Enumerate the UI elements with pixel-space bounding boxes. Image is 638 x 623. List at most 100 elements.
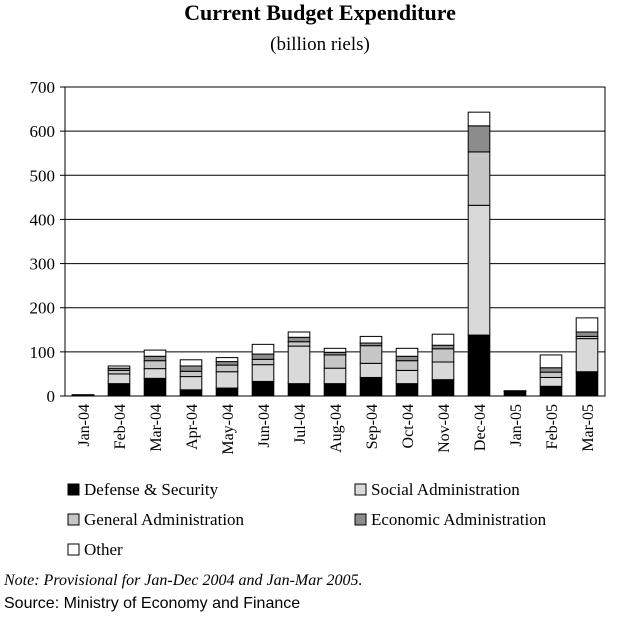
legend-swatch [355, 514, 366, 525]
bar-segment [252, 344, 274, 354]
note: Note: Provisional for Jan-Dec 2004 and J… [3, 572, 362, 589]
bar-segment [540, 377, 562, 386]
bar-segment [576, 339, 598, 372]
bar-segment [216, 388, 238, 396]
x-tick-label: Mar-05 [580, 404, 597, 452]
x-tick-label: Sep-04 [364, 404, 381, 449]
bar-segment [396, 356, 418, 360]
bar-segment [252, 365, 274, 382]
bar-segment [360, 346, 382, 364]
bar-segment [396, 348, 418, 356]
bar-segment [576, 332, 598, 336]
y-tick-label: 100 [30, 343, 56, 362]
legend-label: Social Administration [371, 480, 520, 499]
bar-segment [396, 384, 418, 396]
legend-swatch [68, 514, 79, 525]
bar-segment [108, 370, 130, 374]
bar-segment [576, 318, 598, 332]
bar-segment [216, 372, 238, 388]
bar-segment [180, 371, 202, 376]
bar-segment [468, 205, 490, 335]
bar-segment [396, 370, 418, 383]
y-tick-label: 600 [30, 122, 56, 141]
bar-segment [252, 354, 274, 359]
legend-swatch [355, 484, 366, 495]
legend-label: Other [84, 540, 123, 559]
x-tick-label: Jan-05 [508, 404, 525, 447]
bar-segment [468, 112, 490, 126]
x-tick-label: Nov-04 [436, 404, 453, 453]
bar-segment [540, 368, 562, 372]
x-tick-label: Jan-04 [76, 404, 93, 447]
bar-segment [288, 384, 310, 396]
bar-segment [432, 334, 454, 345]
bar-segment [360, 336, 382, 343]
bar-segment [324, 384, 346, 396]
bar-segment [108, 384, 130, 396]
x-tick-label: Dec-04 [472, 404, 489, 451]
legend-label: Defense & Security [84, 480, 219, 499]
bar-segment [468, 126, 490, 152]
bar-segment [540, 372, 562, 377]
chart-subtitle: (billion riels) [270, 34, 370, 55]
legend-swatch [68, 544, 79, 555]
bar-segment [180, 390, 202, 396]
y-tick-label: 200 [30, 299, 56, 318]
y-tick-label: 300 [30, 255, 56, 274]
bar-segment [468, 152, 490, 205]
bar-segment [144, 356, 166, 360]
bar-segment [432, 349, 454, 362]
x-tick-label: Aug-04 [328, 404, 345, 453]
y-tick-label: 700 [30, 78, 56, 97]
bar-segment [576, 372, 598, 396]
bar-segment [144, 369, 166, 379]
bar-segment [540, 386, 562, 396]
bar-segment [180, 377, 202, 390]
bar-segment [216, 365, 238, 372]
bar-segment [144, 378, 166, 396]
bar-segment [180, 360, 202, 366]
x-tick-label: May-04 [220, 404, 237, 455]
legend-label: Economic Administration [371, 510, 547, 529]
y-tick-label: 0 [47, 387, 56, 406]
bar-segment [360, 363, 382, 377]
bar-segment [216, 358, 238, 362]
x-tick-label: Feb-05 [544, 404, 561, 449]
legend-swatch [68, 484, 79, 495]
bar-segment [468, 335, 490, 396]
bar-segment [324, 368, 346, 383]
bar-segment [144, 350, 166, 356]
bar-segment [360, 377, 382, 396]
bar-segment [432, 380, 454, 396]
bar-segment [288, 332, 310, 337]
bar-segment [180, 366, 202, 371]
bar-segment [108, 374, 130, 384]
x-tick-label: Apr-04 [184, 404, 201, 450]
x-tick-label: Oct-04 [400, 404, 417, 448]
y-tick-label: 400 [30, 210, 56, 229]
y-tick-label: 500 [30, 166, 56, 185]
bar-segment [324, 348, 346, 352]
bar-segment [288, 337, 310, 341]
bar-segment [540, 355, 562, 368]
bar-segment [432, 345, 454, 349]
x-tick-label: Jun-04 [256, 404, 273, 448]
bar-segment [432, 362, 454, 380]
x-tick-label: Mar-04 [148, 404, 165, 452]
legend-label: General Administration [84, 510, 245, 529]
x-tick-label: Jul-04 [292, 404, 309, 444]
bar-segment [288, 342, 310, 346]
bar-segment [288, 346, 310, 384]
bar-segment [108, 366, 130, 368]
bar-segment [252, 359, 274, 364]
bar-segment [504, 392, 526, 396]
bar-segment [216, 362, 238, 366]
chart-title: Current Budget Expenditure [184, 0, 456, 25]
bar-segment [396, 361, 418, 371]
bar-segment [252, 381, 274, 396]
x-tick-label: Feb-04 [112, 404, 129, 449]
source: Source: Ministry of Economy and Finance [4, 595, 300, 612]
bar-segment [144, 361, 166, 369]
bar-segment [324, 355, 346, 368]
